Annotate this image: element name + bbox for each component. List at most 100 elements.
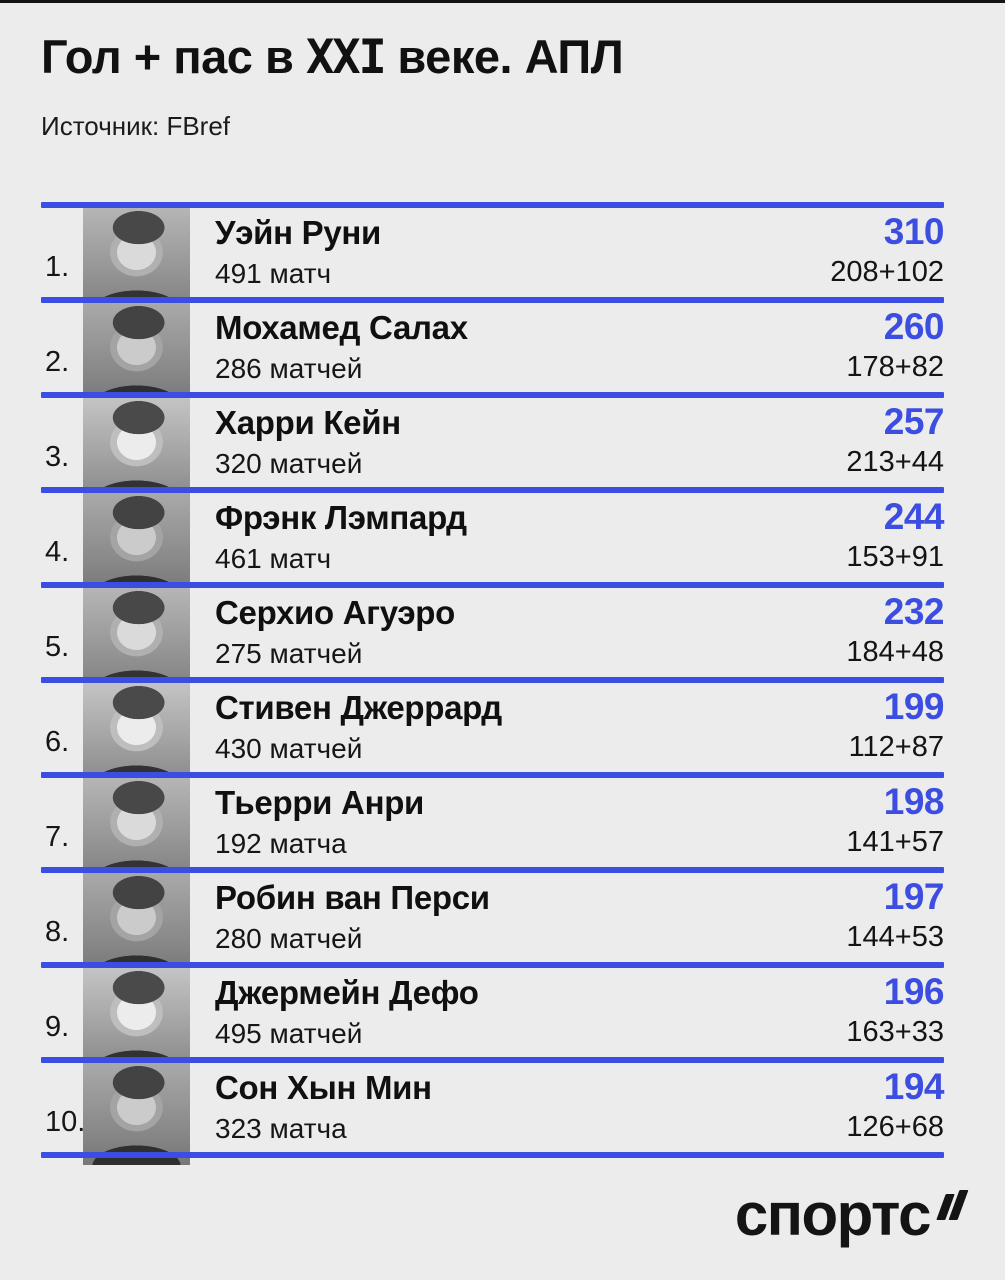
goals-plus-assists-breakdown: 126+68 xyxy=(846,1110,944,1143)
list-bottom-line xyxy=(41,1152,944,1158)
total-goal-plus-assist: 196 xyxy=(883,971,945,1012)
player-stats: 257 213+44 xyxy=(846,401,945,479)
ranking-row: 9. Джермейн Дефо 495 матчей 196 163+33 xyxy=(41,962,945,1070)
goals-plus-assists-breakdown: 112+87 xyxy=(848,730,944,763)
player-matches: 192 матча xyxy=(215,827,347,859)
player-photo xyxy=(83,872,190,975)
player-stats: 232 184+48 xyxy=(846,591,945,669)
player-name: Джермейн Дефо xyxy=(215,974,479,1011)
goals-plus-assists-breakdown: 213+44 xyxy=(846,445,944,478)
total-goal-plus-assist: 310 xyxy=(883,211,945,252)
player-matches: 280 матчей xyxy=(215,922,363,954)
player-info: Фрэнк Лэмпард 461 матч xyxy=(215,499,467,575)
goals-plus-assists-breakdown: 163+33 xyxy=(846,1015,944,1048)
player-photo xyxy=(83,967,190,1070)
rank-label: 1. xyxy=(45,251,70,283)
ranking-list: 1. Уэйн Руни 491 матч 310 208+102 2. Мох… xyxy=(41,202,945,1165)
row-separator-line xyxy=(41,867,944,873)
total-goal-plus-assist: 260 xyxy=(883,306,945,347)
page-title: Гол + пас в XXI веке. АПЛ xyxy=(41,30,965,85)
sports-ru-logo-mark-icon xyxy=(936,1190,969,1225)
total-goal-plus-assist: 197 xyxy=(883,876,945,917)
player-name: Тьерри Анри xyxy=(215,784,425,821)
row-separator-line xyxy=(41,487,944,493)
ranking-row: 8. Робин ван Перси 280 матчей 197 144+53 xyxy=(41,867,945,975)
player-photo xyxy=(83,587,190,690)
player-name: Сон Хын Мин xyxy=(215,1069,432,1106)
player-info: Робин ван Перси 280 матчей xyxy=(215,879,490,955)
player-stats: 244 153+91 xyxy=(846,496,945,574)
player-stats: 260 178+82 xyxy=(846,306,945,384)
player-info: Мохамед Салах 286 матчей xyxy=(215,309,468,385)
player-stats: 197 144+53 xyxy=(846,876,945,954)
goals-plus-assists-breakdown: 184+48 xyxy=(846,635,944,668)
player-matches: 495 матчей xyxy=(215,1017,363,1049)
ranking-row: 7. Тьерри Анри 192 матча 198 141+57 xyxy=(41,772,945,880)
player-name: Стивен Джеррард xyxy=(215,689,502,726)
player-stats: 310 208+102 xyxy=(830,211,945,289)
title-post: веке. АПЛ xyxy=(384,30,624,83)
goals-plus-assists-breakdown: 208+102 xyxy=(830,255,944,288)
player-info: Стивен Джеррард 430 матчей xyxy=(215,689,502,765)
player-name: Робин ван Перси xyxy=(215,879,490,916)
player-info: Харри Кейн 320 матчей xyxy=(215,404,401,480)
player-photo xyxy=(83,1062,190,1165)
row-separator-line xyxy=(41,772,944,778)
rank-label: 5. xyxy=(45,631,70,663)
player-name: Уэйн Руни xyxy=(215,214,382,251)
total-goal-plus-assist: 232 xyxy=(883,591,945,632)
player-stats: 198 141+57 xyxy=(846,781,945,859)
rank-label: 7. xyxy=(45,821,70,853)
goals-plus-assists-breakdown: 153+91 xyxy=(846,540,944,573)
player-name: Харри Кейн xyxy=(215,404,401,441)
row-separator-line xyxy=(41,677,944,683)
header: Гол + пас в XXI веке. АПЛ Источник: FBre… xyxy=(0,0,1005,142)
player-photo xyxy=(83,682,190,785)
player-matches: 430 матчей xyxy=(215,732,363,764)
player-info: Джермейн Дефо 495 матчей xyxy=(215,974,479,1050)
ranking-row: 1. Уэйн Руни 491 матч 310 208+102 xyxy=(41,202,945,310)
player-stats: 196 163+33 xyxy=(846,971,945,1049)
player-info: Сон Хын Мин 323 матча xyxy=(215,1069,432,1145)
row-separator-line xyxy=(41,297,944,303)
rank-label: 6. xyxy=(45,726,70,758)
goals-plus-assists-breakdown: 144+53 xyxy=(846,920,944,953)
player-photo xyxy=(83,207,190,310)
player-matches: 286 матчей xyxy=(215,352,363,384)
player-stats: 199 112+87 xyxy=(848,686,945,764)
player-info: Уэйн Руни 491 матч xyxy=(215,214,381,290)
rank-label: 2. xyxy=(45,346,70,378)
ranking-row: 5. Серхио Агуэро 275 матчей 232 184+48 xyxy=(41,582,945,690)
image-top-edge xyxy=(0,0,1005,3)
player-matches: 323 матча xyxy=(215,1112,347,1144)
ranking-row: 6. Стивен Джеррард 430 матчей 199 112+87 xyxy=(41,677,945,785)
player-matches: 320 матчей xyxy=(215,447,363,479)
player-info: Тьерри Анри 192 матча xyxy=(215,784,424,860)
total-goal-plus-assist: 244 xyxy=(883,496,945,537)
ranking-row: 10. Сон Хын Мин 323 матча 194 126+68 xyxy=(41,1057,945,1165)
player-matches: 275 матчей xyxy=(215,637,363,669)
title-roman-numeral: XXI xyxy=(305,30,387,85)
player-name: Серхио Агуэро xyxy=(215,594,456,631)
total-goal-plus-assist: 198 xyxy=(883,781,945,822)
ranking-row: 4. Фрэнк Лэмпард 461 матч 244 153+91 xyxy=(41,487,945,595)
rank-label: 9. xyxy=(45,1011,70,1043)
rank-label: 8. xyxy=(45,916,70,948)
total-goal-plus-assist: 257 xyxy=(883,401,945,442)
row-separator-line xyxy=(41,962,944,968)
goals-plus-assists-breakdown: 178+82 xyxy=(846,350,944,383)
row-separator-line xyxy=(41,392,944,398)
player-matches: 491 матч xyxy=(215,257,332,289)
title-pre: Гол + пас в xyxy=(41,30,306,83)
rank-label: 10. xyxy=(45,1106,86,1138)
player-info: Серхио Агуэро 275 матчей xyxy=(215,594,455,670)
rank-label: 3. xyxy=(45,441,70,473)
player-matches: 461 матч xyxy=(215,542,332,574)
sports-ru-logo: спортс xyxy=(734,1181,932,1248)
row-separator-line xyxy=(41,582,944,588)
total-goal-plus-assist: 194 xyxy=(883,1066,945,1107)
row-separator-line xyxy=(41,202,944,208)
player-name: Мохамед Салах xyxy=(215,309,468,346)
footer: спортс xyxy=(734,1181,969,1248)
goals-plus-assists-breakdown: 141+57 xyxy=(846,825,944,858)
